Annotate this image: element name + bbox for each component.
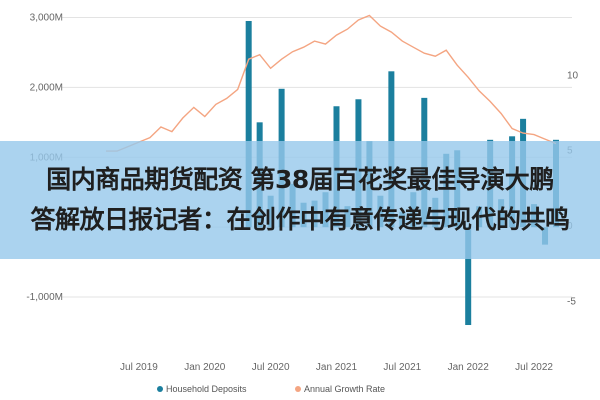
headline-banner: 国内商品期货配资 第38届百花奖最佳导演大鹏 答解放日报记者：在创作中有意传递与… (0, 141, 600, 259)
household-deposits-bar-13 (245, 20, 252, 228)
legend: Household Deposits Annual Growth Rate (157, 384, 385, 394)
legend-label-0: Household Deposits (166, 384, 247, 394)
headline-line-1: 国内商品期货配资 第38届百花奖最佳导演大鹏 (46, 165, 554, 194)
legend-marker-0 (157, 386, 163, 392)
x-tick-label-4: Jul 2021 (383, 362, 421, 373)
right-tick-label-3: -5 (567, 296, 576, 307)
household-deposits-bar-33 (465, 227, 472, 326)
headline-line-2: 答解放日报记者：在创作中有意传递与现代的共鸣 (30, 205, 570, 234)
x-tick-label-0: Jul 2019 (120, 362, 158, 373)
x-tick-label-2: Jul 2020 (252, 362, 290, 373)
right-tick-label-0: 10 (567, 70, 579, 81)
x-tick-label-1: Jan 2020 (184, 362, 226, 373)
legend-label-1: Annual Growth Rate (304, 384, 385, 394)
left-tick-label-0: 3,000M (30, 12, 63, 23)
legend-marker-1 (295, 386, 301, 392)
x-tick-label-5: Jan 2022 (448, 362, 490, 373)
x-axis-ticks: Jul 2019 Jan 2020 Jul 2020 Jan 2021 Jul 2021… (120, 362, 553, 373)
left-tick-label-1: 2,000M (30, 82, 63, 93)
x-tick-label-3: Jan 2021 (316, 362, 358, 373)
x-tick-label-6: Jul 2022 (515, 362, 553, 373)
annual-growth-rate-line (106, 14, 557, 152)
left-tick-label-4: -1,000M (26, 292, 63, 303)
